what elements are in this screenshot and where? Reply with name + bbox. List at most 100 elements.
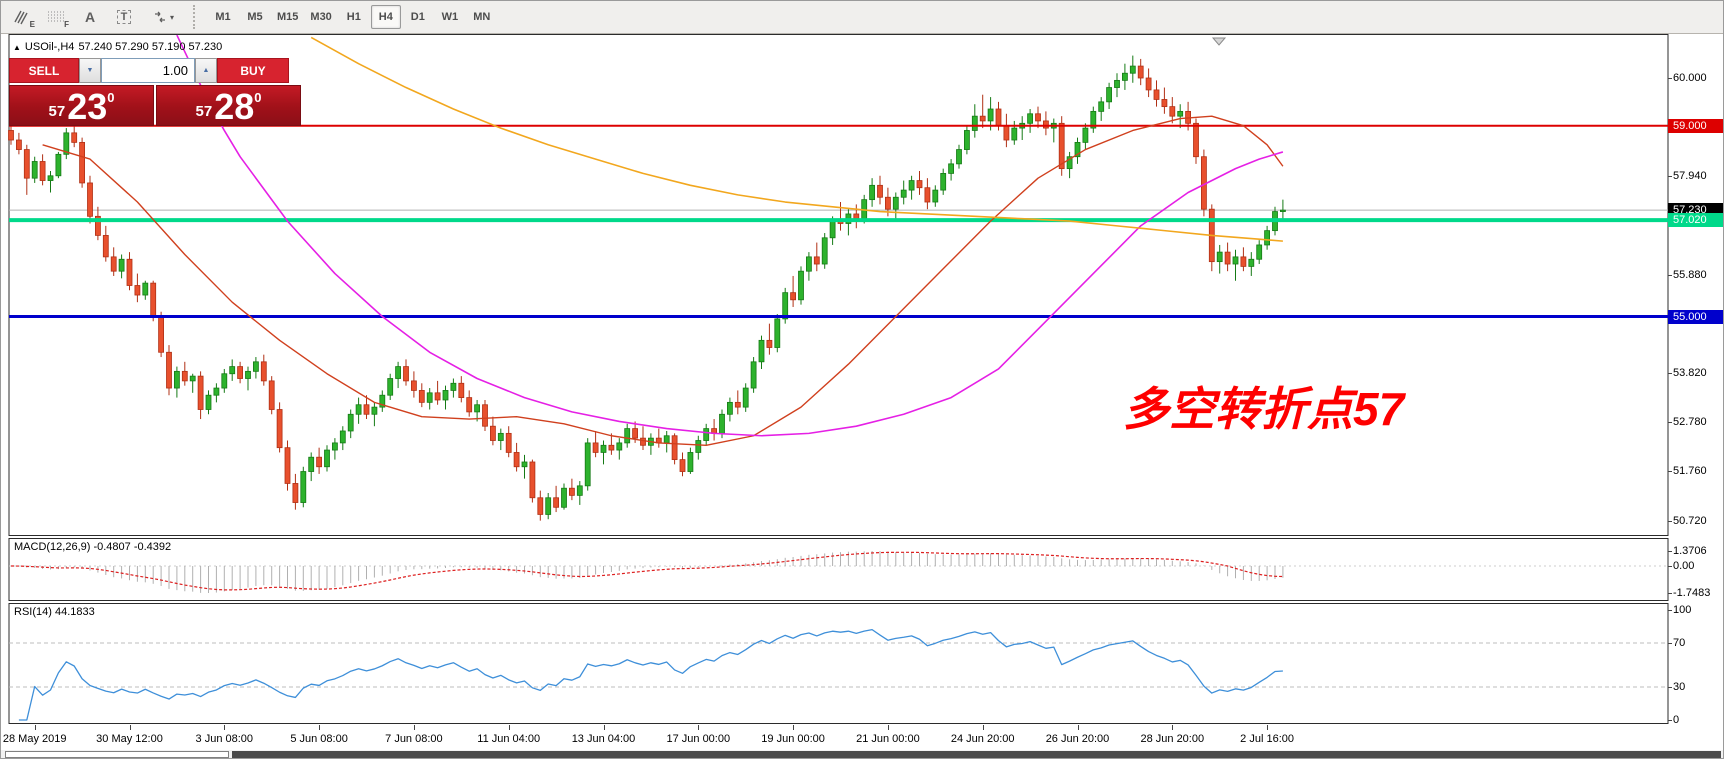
text-box-icon[interactable]: T xyxy=(109,4,139,30)
candle-up xyxy=(774,318,781,348)
candle-down xyxy=(1240,256,1247,267)
scrollbar-thumb[interactable] xyxy=(232,751,1721,758)
candle-up xyxy=(829,220,836,239)
candle-up xyxy=(308,456,315,472)
tf-button-w1[interactable]: W1 xyxy=(441,11,459,23)
candle-down xyxy=(197,375,204,410)
candle-up xyxy=(900,189,907,198)
volume-increase-button[interactable]: ▲ xyxy=(195,58,217,83)
rsi-tick: 0 xyxy=(1673,714,1680,726)
tf-button-m15[interactable]: M15 xyxy=(277,11,299,23)
letter-t-glyph: T xyxy=(116,10,132,24)
candle-down xyxy=(505,432,512,453)
candle-up xyxy=(1066,156,1073,170)
rsi-tick: 30 xyxy=(1673,681,1686,693)
tf-button-m30[interactable]: M30 xyxy=(310,11,332,23)
candle-down xyxy=(924,187,931,203)
candle-down xyxy=(482,404,488,427)
ohlc-values: 57.240 57.290 57.190 57.230 xyxy=(78,41,223,53)
collapse-quote-icon[interactable]: ▲ xyxy=(13,42,21,52)
candle-up xyxy=(442,390,449,401)
time-tick xyxy=(603,725,605,730)
candle-up xyxy=(339,430,346,444)
sell-price-display[interactable]: 57 23 0 xyxy=(9,85,154,126)
rsi-panel-canvas[interactable] xyxy=(1,603,1724,725)
candle-down xyxy=(276,409,283,449)
time-label: 21 Jun 00:00 xyxy=(856,733,920,745)
time-label: 28 Jun 20:00 xyxy=(1140,733,1205,745)
tf-button-h1[interactable]: H1 xyxy=(346,11,361,23)
axis-tick xyxy=(1668,372,1672,374)
sell-price-int: 57 xyxy=(48,103,66,120)
indicators-icon[interactable]: E xyxy=(7,4,37,30)
sell-button[interactable]: SELL xyxy=(9,58,79,83)
axis-tick xyxy=(1668,520,1672,522)
candle-up xyxy=(497,432,504,441)
text-label-icon[interactable]: A xyxy=(75,4,105,30)
candle-down xyxy=(15,139,22,150)
candle-down xyxy=(268,380,275,410)
candle-down xyxy=(79,141,85,184)
price-tick: 55.880 xyxy=(1673,268,1707,281)
tf-button-m1[interactable]: M1 xyxy=(215,11,231,23)
candle-down xyxy=(126,258,133,286)
time-tick xyxy=(982,725,984,730)
candle-up xyxy=(956,149,962,165)
volume-input[interactable] xyxy=(101,58,195,83)
grid-pattern-icon[interactable]: F xyxy=(41,4,71,30)
candle-up xyxy=(821,237,828,265)
time-tick xyxy=(793,725,795,730)
candle-up xyxy=(545,497,552,515)
chart-toolbar: E F A T ▾ M1 M5 M15 M30 H1 H4 D1 W1 MN xyxy=(1,1,1723,34)
candle-down xyxy=(1153,89,1160,100)
candle-down xyxy=(1043,120,1049,129)
quote-bar: ▲ USOil-,H4 57.240 57.290 57.190 57.230 xyxy=(13,41,222,53)
toolbar-separator xyxy=(193,5,200,29)
candle-down xyxy=(316,456,323,468)
scrollbar-track-page[interactable] xyxy=(5,751,229,758)
buy-price-display[interactable]: 57 28 0 xyxy=(156,85,301,126)
candle-down xyxy=(734,401,741,408)
rsi-indicator-label: RSI(14) 44.1833 xyxy=(14,606,95,618)
tf-button-d1[interactable]: D1 xyxy=(410,11,425,23)
time-label: 3 Jun 08:00 xyxy=(195,733,254,745)
buy-button[interactable]: BUY xyxy=(217,58,289,83)
candle-down xyxy=(434,392,441,401)
candle-up xyxy=(616,442,623,451)
candle-down xyxy=(679,459,686,472)
candle-down xyxy=(166,351,172,389)
candle-up xyxy=(908,180,915,191)
time-tick xyxy=(698,725,700,730)
time-tick xyxy=(129,725,131,730)
price-tick: 53.820 xyxy=(1673,366,1707,379)
axis-tick xyxy=(1668,471,1672,473)
chart-shift-icon[interactable] xyxy=(1211,37,1227,46)
candle-up xyxy=(474,404,481,413)
time-axis[interactable]: 28 May 2019 30 May 12:00 3 Jun 08:00 5 Jun … xyxy=(1,725,1723,750)
candle-up xyxy=(379,394,386,408)
candle-up xyxy=(31,161,38,179)
time-label: 17 Jun 00:00 xyxy=(666,733,731,745)
tf-button-mn[interactable]: MN xyxy=(473,11,491,23)
candle-up xyxy=(600,444,607,453)
candle-up xyxy=(426,392,433,403)
tf-button-h4[interactable]: H4 xyxy=(370,5,401,29)
candle-up xyxy=(1280,209,1286,212)
cursor-arrows-icon[interactable]: ▾ xyxy=(143,4,183,30)
candle-down xyxy=(1003,125,1010,141)
time-label: 30 May 12:00 xyxy=(96,733,163,745)
macd-panel-canvas[interactable] xyxy=(1,538,1724,602)
symbol-period-label: USOil-,H4 xyxy=(24,41,75,53)
candle-up xyxy=(47,175,54,181)
candle-down xyxy=(640,437,646,446)
candle-down xyxy=(95,215,101,236)
tf-button-m5[interactable]: M5 xyxy=(247,11,263,23)
macd-tick: -1.7483 xyxy=(1673,587,1711,599)
volume-decrease-button[interactable]: ▼ xyxy=(79,58,101,83)
time-tick xyxy=(319,725,321,730)
candle-up xyxy=(1098,101,1105,112)
macd-indicator-label: MACD(12,26,9) -0.4807 -0.4392 xyxy=(14,541,172,553)
candle-up xyxy=(55,153,62,177)
candle-down xyxy=(813,256,820,265)
candle-up xyxy=(1122,72,1128,81)
